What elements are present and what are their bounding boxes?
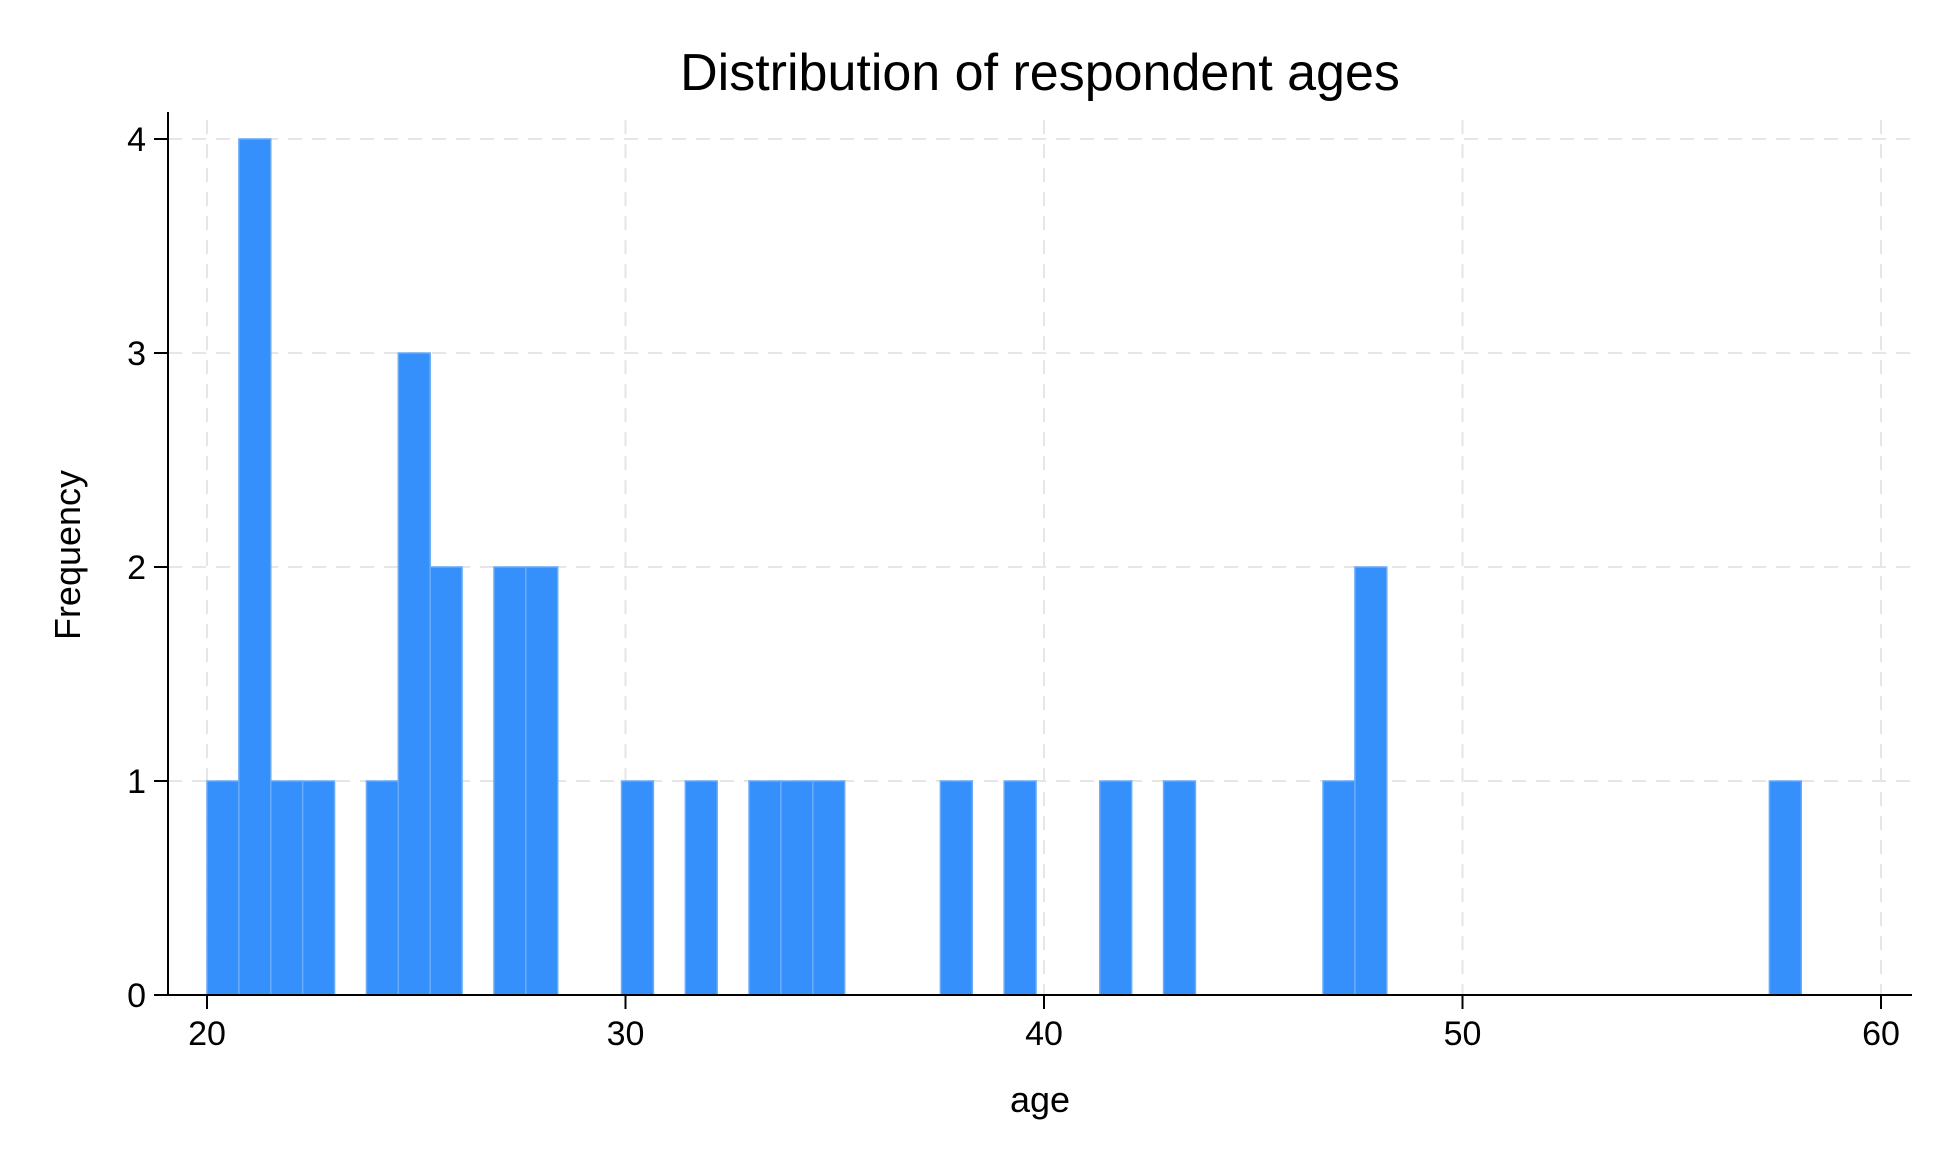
histogram-bar-11 [748,780,782,996]
x-tick-label-30: 30 [607,1015,645,1053]
y-tick-label-3: 3 [127,335,146,373]
histogram-bar-5 [397,352,431,996]
ticks-layer: 0 1 2 3 4 20 30 40 50 60 [127,121,1900,1053]
histogram-bar-8 [525,566,559,996]
histogram-bar-18 [1322,780,1356,996]
histogram-bar-9 [620,780,655,996]
histogram-bar-14 [939,780,974,996]
histogram-bar-13 [812,780,846,996]
histogram-bar-17 [1162,780,1197,996]
chart-title: Distribution of respondent ages [680,44,1400,102]
histogram-bar-0 [206,780,240,996]
histogram-bar-1 [238,138,272,996]
bars-layer [206,138,1803,996]
x-axis-label: age [1010,1079,1070,1120]
histogram-bar-20 [1768,780,1803,996]
histogram-bar-3 [301,780,336,996]
histogram-bar-7 [493,566,527,996]
y-tick-label-0: 0 [127,977,146,1015]
histogram-bar-16 [1099,780,1133,996]
histogram-bar-12 [780,780,814,996]
histogram-bar-19 [1354,566,1388,996]
y-axis-label: Frequency [47,470,88,640]
histogram-bar-6 [429,566,463,996]
axes-layer [167,112,1912,996]
y-tick-label-2: 2 [127,549,146,587]
histogram-bar-2 [270,780,304,996]
y-tick-label-4: 4 [127,121,146,159]
x-tick-label-20: 20 [188,1015,226,1053]
y-tick-label-1: 1 [127,763,146,801]
x-tick-label-60: 60 [1862,1015,1900,1053]
x-tick-label-50: 50 [1444,1015,1482,1053]
x-tick-label-40: 40 [1025,1015,1063,1053]
histogram-bar-4 [365,780,400,996]
histogram-bar-15 [1003,780,1037,996]
histogram-bar-10 [684,780,718,996]
